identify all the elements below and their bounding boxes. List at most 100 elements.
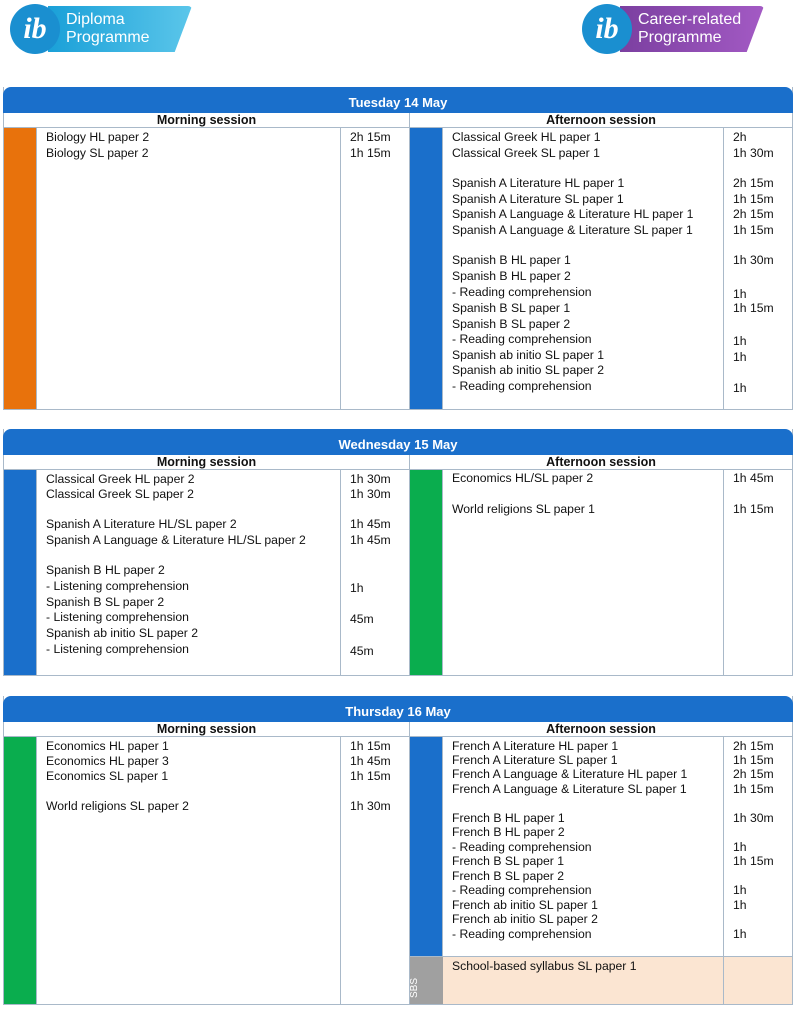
time-list: 1h 30m 1h 30m 1h 45m 1h 45m 1h 45m 45m bbox=[341, 470, 409, 675]
session-header-row: Morning session Afternoon session bbox=[4, 722, 792, 737]
exam-subject: Spanish B HL paper 1 bbox=[452, 253, 571, 267]
exam-duration: 1h 30m bbox=[350, 799, 391, 813]
exam-subject: Spanish A Language & Literature SL paper… bbox=[452, 223, 693, 237]
exam-duration: 1h 45m bbox=[350, 533, 391, 547]
exam-duration: 1h 15m bbox=[350, 769, 391, 783]
session-header-row: Morning session Afternoon session bbox=[4, 113, 792, 128]
day-header: Tuesday 14 May bbox=[3, 87, 793, 113]
sbs-row: SBS School-based syllabus SL paper 1 bbox=[409, 956, 792, 1004]
exam-duration: 1h bbox=[733, 898, 747, 912]
exam-subject: French A Literature HL paper 1 bbox=[452, 739, 619, 753]
morning-column: Economics HL paper 1 Economics HL paper 3… bbox=[4, 737, 410, 1004]
sessions-body: Economics HL paper 1 Economics HL paper 3… bbox=[4, 737, 792, 1004]
exam-subject: - Reading comprehension bbox=[452, 379, 592, 393]
exam-subject: Spanish A Literature HL/SL paper 2 bbox=[46, 517, 237, 531]
exam-subject: World religions SL paper 2 bbox=[46, 799, 189, 813]
sbs-subject: School-based syllabus SL paper 1 bbox=[452, 959, 637, 973]
exam-subject: Classical Greek SL paper 2 bbox=[46, 487, 194, 501]
exam-duration: 1h 45m bbox=[733, 471, 774, 485]
time-list: 2h 1h 30m 2h 15m 1h 15m 2h 15m 1h 15m 1h 30m 1h… bbox=[724, 128, 792, 409]
subject-list: Classical Greek HL paper 2 Classical Gree… bbox=[37, 470, 341, 675]
exam-subject: World religions SL paper 1 bbox=[452, 502, 595, 516]
exam-duration: 2h 15m bbox=[733, 767, 774, 781]
afternoon-session-label: Afternoon session bbox=[546, 113, 656, 127]
exam-subject: Spanish B HL paper 2 bbox=[46, 563, 165, 577]
exam-duration: 2h 15m bbox=[733, 207, 774, 221]
exam-duration: 2h 15m bbox=[350, 130, 391, 144]
exam-duration: 1h 45m bbox=[350, 517, 391, 531]
time-list: 2h 15m 1h 15m bbox=[341, 128, 409, 409]
day-header: Wednesday 15 May bbox=[3, 429, 793, 455]
sessions-body: Classical Greek HL paper 2 Classical Gree… bbox=[4, 470, 792, 675]
logo-text: Diploma Programme bbox=[48, 6, 192, 52]
time-list: 1h 45m 1h 15m bbox=[724, 470, 792, 675]
diploma-programme-logo: ib Diploma Programme bbox=[10, 3, 192, 55]
sbs-time-cell bbox=[724, 957, 792, 1004]
exam-subject: French A Literature SL paper 1 bbox=[452, 753, 618, 767]
exam-subject: Classical Greek HL paper 1 bbox=[452, 130, 601, 144]
subject-group-color-bar bbox=[410, 737, 443, 956]
exam-subject: Economics HL paper 1 bbox=[46, 739, 169, 753]
exam-subject: Biology SL paper 2 bbox=[46, 146, 149, 160]
subject-list: Economics HL/SL paper 2 World religions S… bbox=[443, 470, 724, 675]
exam-duration: 1h 30m bbox=[350, 487, 391, 501]
day-block-wednesday: Wednesday 15 May Morning session Afterno… bbox=[3, 429, 793, 676]
sbs-subject-cell: School-based syllabus SL paper 1 bbox=[443, 957, 724, 1004]
exam-duration: 2h bbox=[733, 130, 747, 144]
ib-logo-mark: ib bbox=[10, 4, 60, 54]
exam-subject: Spanish A Literature SL paper 1 bbox=[452, 192, 624, 206]
exam-duration: 1h bbox=[733, 883, 747, 897]
exam-subject: French ab initio SL paper 2 bbox=[452, 912, 598, 926]
ib-logo-mark: ib bbox=[582, 4, 632, 54]
exam-duration: 1h 15m bbox=[733, 502, 774, 516]
exam-duration: 1h 15m bbox=[733, 782, 774, 796]
exam-subject: Classical Greek SL paper 1 bbox=[452, 146, 600, 160]
exam-subject: French B HL paper 2 bbox=[452, 825, 565, 839]
exam-subject: French B SL paper 1 bbox=[452, 854, 565, 868]
day-block-thursday: Thursday 16 May Morning session Afternoo… bbox=[3, 696, 793, 1005]
time-list: 2h 15m 1h 15m 2h 15m 1h 15m 1h 30m 1h 1h 15m 1h… bbox=[724, 737, 792, 957]
subject-group-color-bar bbox=[4, 737, 37, 1004]
exam-duration: 1h 45m bbox=[350, 754, 391, 768]
afternoon-column: French A Literature HL paper 1 French A L… bbox=[409, 737, 792, 1004]
exam-subject: French A Language & Literature SL paper … bbox=[452, 782, 687, 796]
exam-subject: Spanish A Literature HL paper 1 bbox=[452, 176, 625, 190]
exam-duration: 1h bbox=[733, 927, 747, 941]
exam-duration: 1h bbox=[733, 287, 747, 301]
morning-column: Classical Greek HL paper 2 Classical Gree… bbox=[4, 470, 410, 675]
day-block-tuesday: Tuesday 14 May Morning session Afternoon… bbox=[3, 87, 793, 410]
subject-group-color-bar bbox=[410, 128, 443, 409]
exam-duration: 1h bbox=[733, 381, 747, 395]
exam-subject: Spanish B HL paper 2 bbox=[452, 269, 571, 283]
exam-subject: Spanish B SL paper 1 bbox=[452, 301, 571, 315]
exam-duration: 1h 15m bbox=[733, 854, 774, 868]
exam-subject: Spanish A Language & Literature HL paper… bbox=[452, 207, 694, 221]
time-list: 1h 15m 1h 45m 1h 15m 1h 30m bbox=[341, 737, 409, 1004]
exam-duration: 1h 30m bbox=[350, 472, 391, 486]
exam-subject: French B SL paper 2 bbox=[452, 869, 565, 883]
exam-duration: 1h bbox=[733, 840, 747, 854]
exam-duration: 45m bbox=[350, 612, 374, 626]
subject-list: French A Literature HL paper 1 French A L… bbox=[443, 737, 724, 957]
afternoon-column: Classical Greek HL paper 1 Classical Gree… bbox=[410, 128, 792, 409]
exam-subject: - Listening comprehension bbox=[46, 610, 189, 624]
exam-duration: 2h 15m bbox=[733, 176, 774, 190]
exam-duration: 1h 30m bbox=[733, 146, 774, 160]
afternoon-session-label: Afternoon session bbox=[546, 722, 656, 736]
day-header: Thursday 16 May bbox=[3, 696, 793, 722]
subject-group-color-bar bbox=[4, 470, 37, 675]
exam-subject: - Reading comprehension bbox=[452, 332, 592, 346]
exam-duration: 1h 15m bbox=[350, 739, 391, 753]
exam-duration: 1h 15m bbox=[733, 301, 774, 315]
exam-duration: 1h 15m bbox=[733, 753, 774, 767]
exam-subject: Spanish ab initio SL paper 1 bbox=[452, 348, 604, 362]
exam-subject: - Reading comprehension bbox=[452, 840, 592, 854]
exam-subject: Spanish A Language & Literature HL/SL pa… bbox=[46, 533, 306, 547]
morning-session-label: Morning session bbox=[4, 722, 410, 736]
exam-subject: Economics HL paper 3 bbox=[46, 754, 169, 768]
morning-column: Biology HL paper 2 Biology SL paper 2 2h … bbox=[4, 128, 410, 409]
exam-subject: Spanish B SL paper 2 bbox=[46, 595, 165, 609]
exam-subject: Biology HL paper 2 bbox=[46, 130, 150, 144]
exam-duration: 1h bbox=[350, 581, 364, 595]
exam-duration: 1h 15m bbox=[733, 223, 774, 237]
